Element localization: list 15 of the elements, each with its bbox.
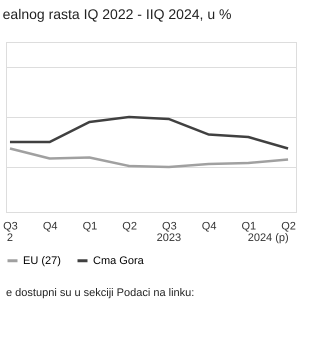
chart-title: ealnog rasta IQ 2022 - IIQ 2024, u %	[2, 6, 232, 22]
legend-label: Cma Gora	[93, 254, 145, 267]
x-tick-label: Q4	[42, 220, 58, 232]
x-tick-label: Q3	[3, 220, 18, 232]
legend-label: EU (27)	[23, 254, 61, 267]
text: 2023	[156, 232, 182, 244]
x-tick-label: Q4	[202, 220, 216, 232]
text: 2	[6, 232, 14, 244]
text: e dostupni su u sekciji Podaci na linku:	[6, 287, 194, 299]
x-tick-label: Q3	[162, 220, 177, 232]
x-tick-label: Q1	[82, 220, 98, 232]
x-tick-label: Q2	[122, 220, 137, 232]
text: 2024 (p)	[248, 232, 289, 244]
x-tick-label: Q1	[241, 220, 256, 232]
x-tick-label: Q2	[281, 220, 296, 232]
